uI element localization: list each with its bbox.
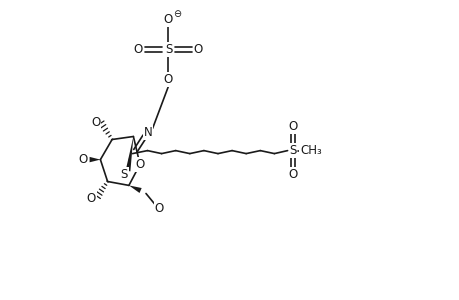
Polygon shape bbox=[129, 185, 141, 193]
Text: O: O bbox=[288, 168, 297, 181]
Text: O: O bbox=[288, 120, 297, 133]
Text: O: O bbox=[91, 116, 100, 130]
Polygon shape bbox=[90, 157, 100, 162]
Text: CH₃: CH₃ bbox=[299, 144, 321, 157]
Text: O: O bbox=[134, 43, 143, 56]
Text: S: S bbox=[289, 144, 296, 157]
Text: S: S bbox=[120, 167, 128, 181]
Text: O: O bbox=[154, 202, 163, 215]
Text: ⊖: ⊖ bbox=[173, 9, 181, 19]
Text: O: O bbox=[135, 158, 144, 171]
Text: N: N bbox=[144, 126, 152, 139]
Text: O: O bbox=[163, 73, 173, 86]
Text: O: O bbox=[78, 153, 87, 166]
Text: O: O bbox=[87, 191, 96, 205]
Text: S: S bbox=[164, 43, 172, 56]
Text: O: O bbox=[193, 43, 203, 56]
Text: O: O bbox=[163, 13, 173, 26]
Polygon shape bbox=[125, 136, 133, 171]
